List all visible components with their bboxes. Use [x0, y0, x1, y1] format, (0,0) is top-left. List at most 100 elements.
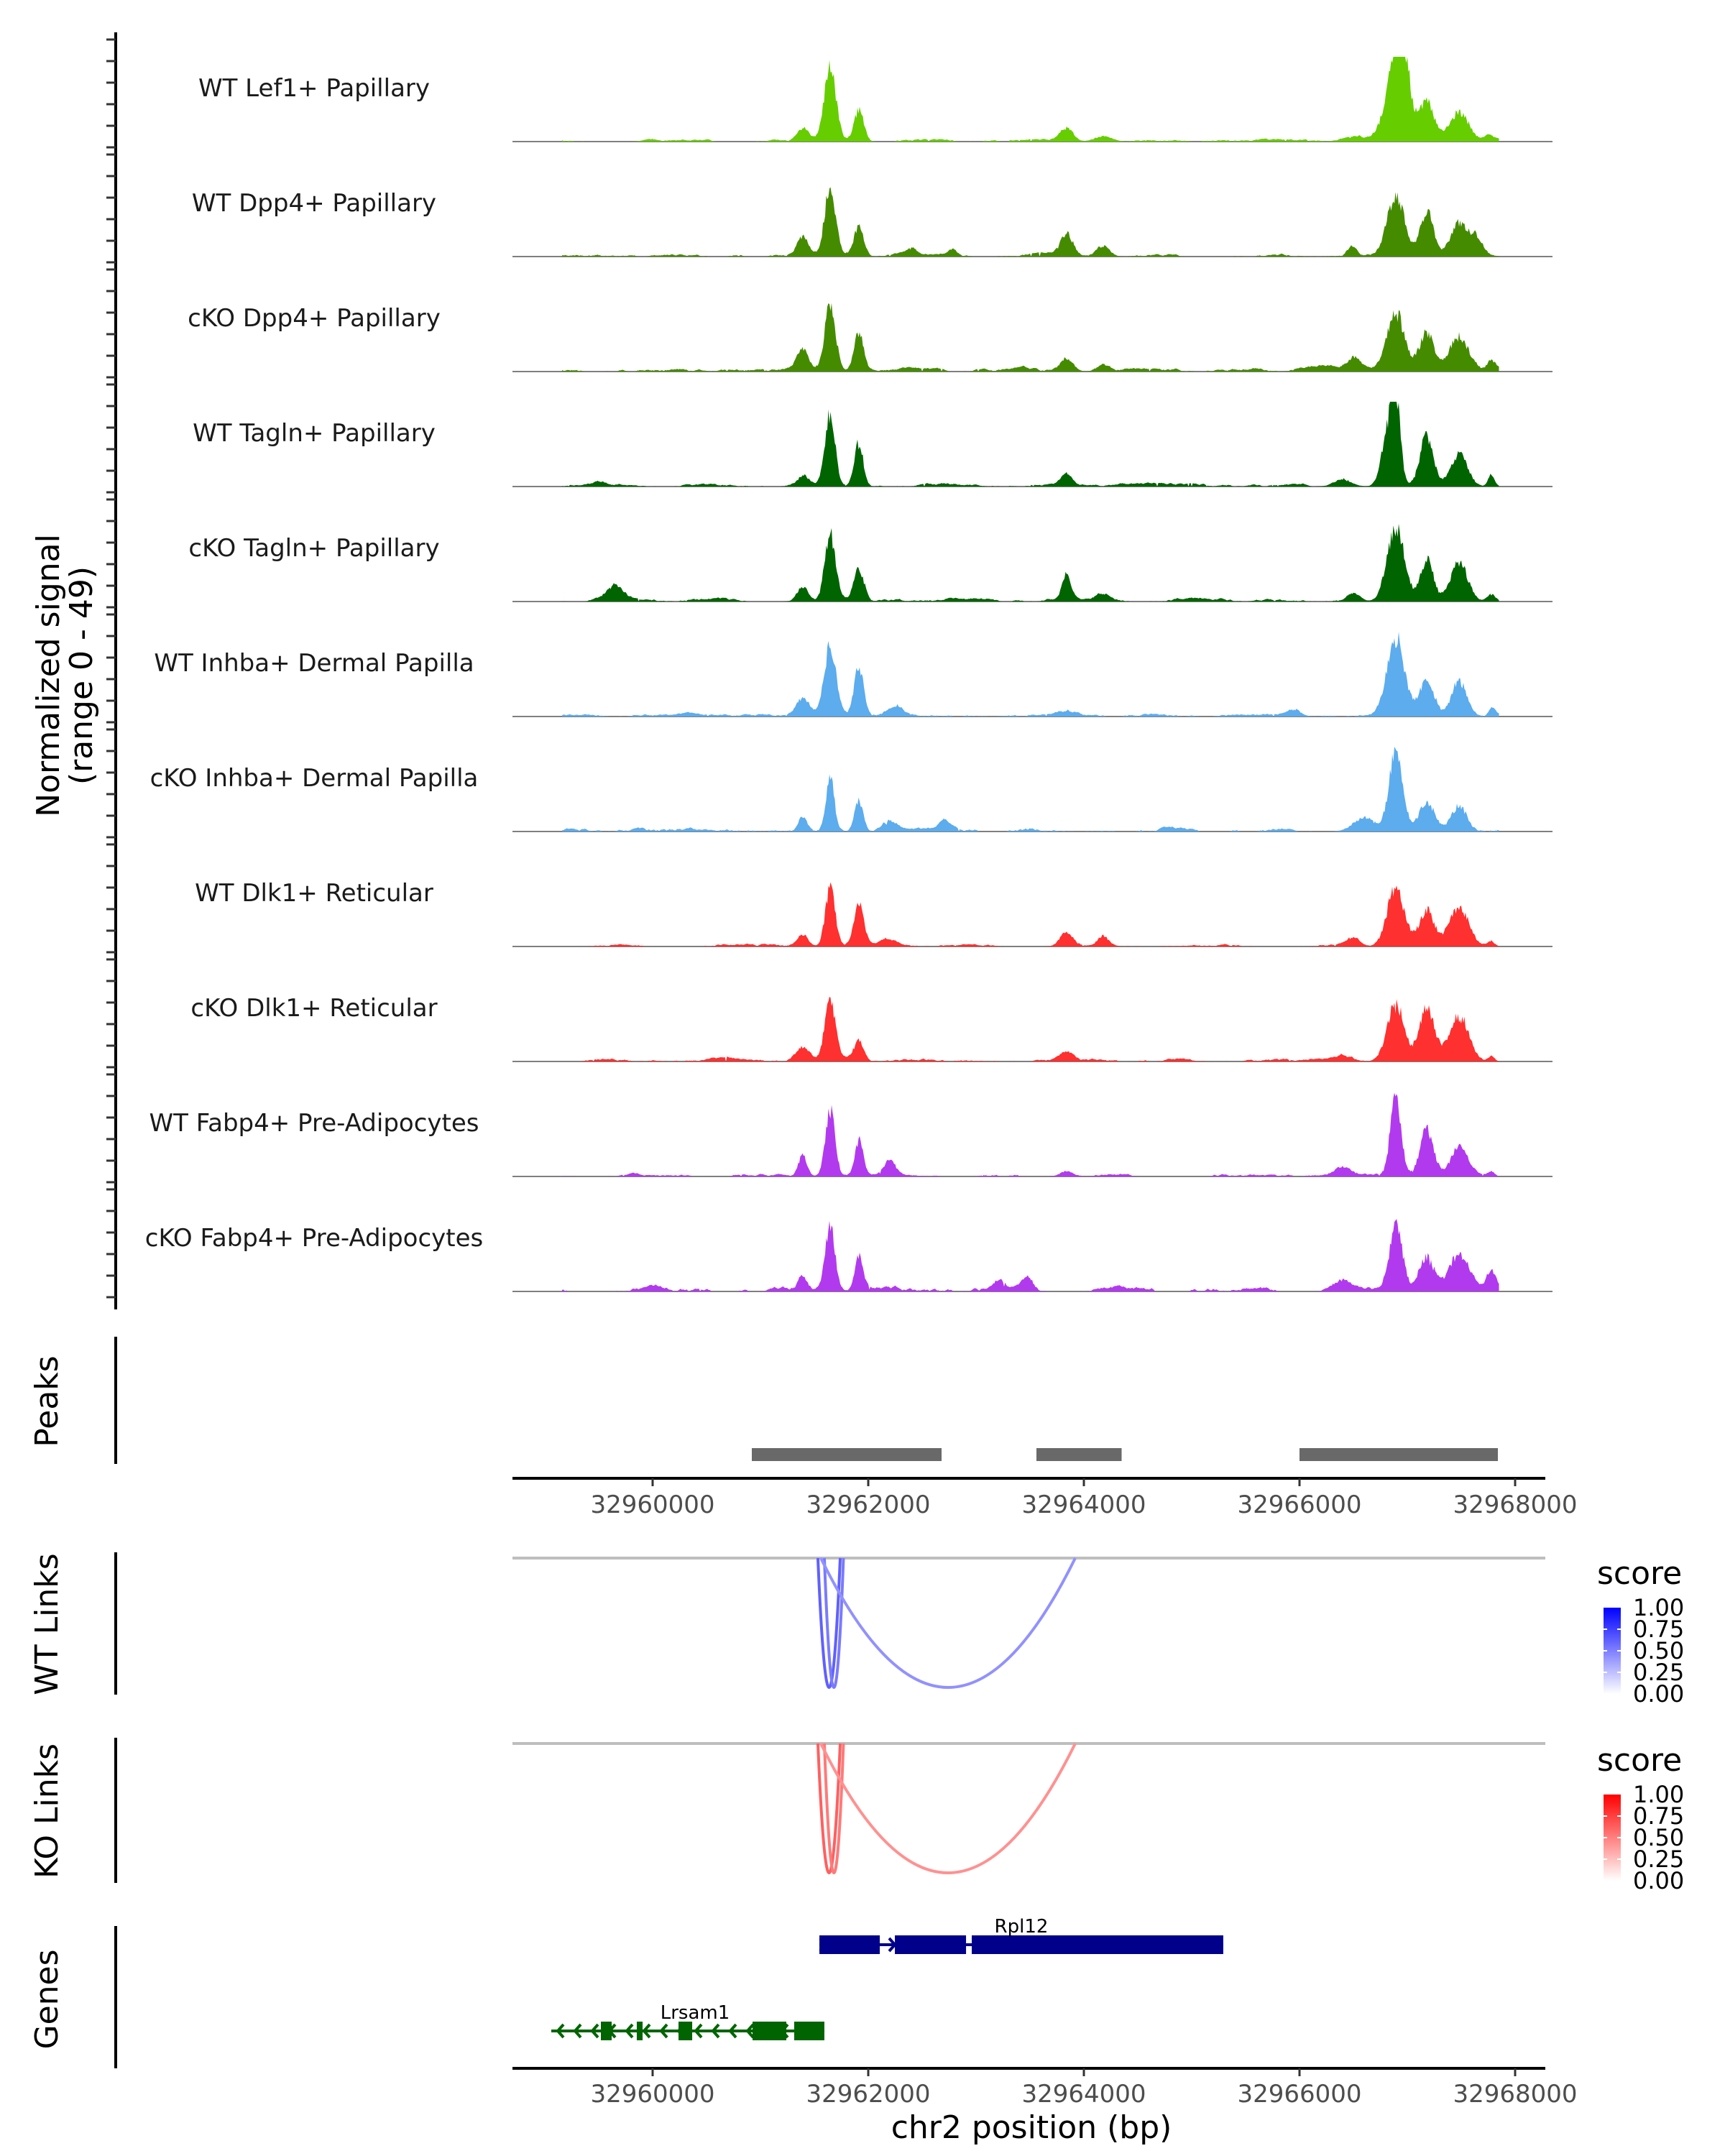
- strand-arrow-icon: [590, 2023, 599, 2039]
- legend-tick-label: 0.50: [1633, 1824, 1684, 1851]
- strand-arrow-icon: [694, 2023, 703, 2039]
- legend-tick-label: 1.00: [1633, 1781, 1684, 1808]
- coverage-ylabel-line1: Normalized signal: [30, 534, 67, 817]
- track-label: cKO Dlk1+ Reticular: [190, 994, 437, 1023]
- coverage-area: [562, 747, 1499, 831]
- gene-exon: [895, 1935, 967, 1954]
- gene-exon: [794, 2022, 824, 2040]
- link-arc: [816, 1743, 842, 1874]
- gene-exon: [636, 2022, 643, 2040]
- ko-legend-title: score: [1597, 1742, 1682, 1779]
- coverage-track: cKO Inhba+ Dermal Papilla: [150, 747, 1552, 832]
- coverage-track: cKO Fabp4+ Pre-Adipocytes: [145, 1219, 1552, 1292]
- ko-score-legend: score 1.000.750.500.250.00: [1597, 1742, 1684, 1894]
- x-ticks-upper: 32960000 32962000 32964000 32966000 32968000: [590, 1478, 1578, 1519]
- strand-arrow-icon: [728, 2023, 737, 2039]
- track-label: WT Dpp4+ Papillary: [192, 189, 436, 218]
- legend-tick-label: 1.00: [1633, 1594, 1684, 1621]
- x-tick-label: 32968000: [1453, 2080, 1577, 2109]
- coverage-track: WT Tagln+ Papillary: [193, 402, 1552, 487]
- coverage-tracks: WT Lef1+ Papillary WT Dpp4+ Papillary cKO …: [145, 57, 1552, 1292]
- coverage-track: WT Inhba+ Dermal Papilla: [154, 632, 1552, 717]
- coverage-track: WT Dlk1+ Reticular: [195, 879, 1552, 947]
- legend-tick-label: 0.00: [1633, 1867, 1684, 1894]
- coverage-area: [562, 1092, 1499, 1176]
- strand-arrow-icon: [642, 2023, 651, 2039]
- strand-arrow-icon: [625, 2023, 634, 2039]
- wt-links-panel: WT Links score 1.000.750.500.250.00: [29, 1552, 1684, 1708]
- link-arc: [822, 1557, 845, 1689]
- strand-arrow-icon: [556, 2023, 565, 2039]
- wt-links-label: WT Links: [29, 1553, 65, 1695]
- track-label: cKO Dpp4+ Papillary: [188, 304, 441, 333]
- coverage-area: [562, 882, 1499, 946]
- link-arc: [816, 1557, 842, 1689]
- x-axis-title: chr2 position (bp): [891, 2109, 1172, 2146]
- coverage-track: WT Dpp4+ Papillary: [192, 187, 1552, 257]
- x-tick-label: 32964000: [1021, 1491, 1146, 1519]
- coverage-ylabel-line2: (range 0 - 49): [63, 566, 100, 785]
- legend-tick-label: 0.50: [1633, 1637, 1684, 1664]
- coverage-track: WT Fabp4+ Pre-Adipocytes: [150, 1092, 1552, 1177]
- gene-exon: [601, 2022, 612, 2040]
- strand-arrow-icon: [745, 2023, 755, 2039]
- peaks-track-label: Peaks: [29, 1355, 65, 1447]
- legend-tick-label: 0.75: [1633, 1616, 1684, 1643]
- peak-bar: [1036, 1448, 1122, 1461]
- track-label: cKO Fabp4+ Pre-Adipocytes: [145, 1224, 484, 1253]
- genes-panel: Genes Rpl12 Lrsam1 32960000 32962000 329640…: [29, 1916, 1578, 2146]
- peak-bar: [1300, 1448, 1498, 1461]
- coverage-area: [562, 187, 1499, 257]
- gene-model: Lrsam1: [551, 2002, 824, 2040]
- gene-exon: [972, 1935, 1223, 1954]
- ko-legend-ticks: 1.000.750.500.250.00: [1604, 1781, 1684, 1894]
- wt-link-arcs: [816, 1557, 1077, 1689]
- track-label: WT Fabp4+ Pre-Adipocytes: [150, 1109, 479, 1138]
- x-tick-label: 32960000: [590, 1491, 714, 1519]
- peaks-panel: Peaks 32960000 32962000 32964000 32966000 32…: [29, 1337, 1578, 1519]
- coverage-area: [562, 523, 1499, 602]
- ko-links-label: KO Links: [29, 1743, 65, 1879]
- coverage-track: cKO Tagln+ Papillary: [188, 523, 1552, 602]
- track-label: cKO Inhba+ Dermal Papilla: [150, 764, 479, 793]
- track-label: WT Inhba+ Dermal Papilla: [154, 649, 474, 678]
- gene-models: Rpl12 Lrsam1: [551, 1916, 1223, 2040]
- x-tick-label: 32964000: [1021, 2080, 1146, 2109]
- strand-arrow-icon: [573, 2023, 582, 2039]
- genes-track-label: Genes: [29, 1949, 65, 2049]
- legend-tick-label: 0.75: [1633, 1802, 1684, 1830]
- coverage-area: [562, 57, 1499, 142]
- gene-exon: [819, 1935, 880, 1954]
- ko-link-arcs: [816, 1743, 1077, 1874]
- coverage-area: [562, 632, 1499, 717]
- ko-links-panel: KO Links score 1.000.750.500.250.00: [29, 1738, 1684, 1894]
- x-tick-label: 32966000: [1237, 1491, 1361, 1519]
- track-label: WT Tagln+ Papillary: [193, 419, 436, 448]
- link-arc: [819, 1743, 1077, 1874]
- coverage-track: cKO Dpp4+ Papillary: [188, 303, 1552, 372]
- wt-score-legend: score 1.000.750.500.250.00: [1597, 1555, 1684, 1708]
- gene-name-label: Lrsam1: [661, 2002, 730, 2024]
- coverage-y-ticks: [106, 38, 116, 1299]
- gene-exon: [753, 2022, 786, 2040]
- coverage-panel: Normalized signal (range 0 - 49) WT Lef1…: [30, 32, 1552, 1309]
- track-label: cKO Tagln+ Papillary: [188, 534, 439, 563]
- strand-arrow-icon: [659, 2023, 668, 2039]
- x-tick-label: 32968000: [1453, 1491, 1577, 1519]
- x-tick-label: 32966000: [1237, 2080, 1361, 2109]
- link-arc: [819, 1557, 1077, 1689]
- x-tick-label: 32962000: [806, 2080, 930, 2109]
- gene-model: Rpl12: [819, 1916, 1223, 1954]
- x-tick-label: 32962000: [806, 1491, 930, 1519]
- wt-legend-ticks: 1.000.750.500.250.00: [1604, 1594, 1684, 1708]
- coverage-area: [562, 303, 1499, 372]
- legend-tick-label: 0.00: [1633, 1680, 1684, 1708]
- track-label: WT Dlk1+ Reticular: [195, 879, 433, 908]
- track-label: WT Lef1+ Papillary: [198, 74, 430, 103]
- coverage-area: [562, 1219, 1499, 1291]
- coverage-area: [562, 996, 1499, 1061]
- wt-legend-title: score: [1597, 1555, 1682, 1592]
- coverage-track: WT Lef1+ Papillary: [198, 57, 1552, 142]
- link-arc: [822, 1743, 845, 1874]
